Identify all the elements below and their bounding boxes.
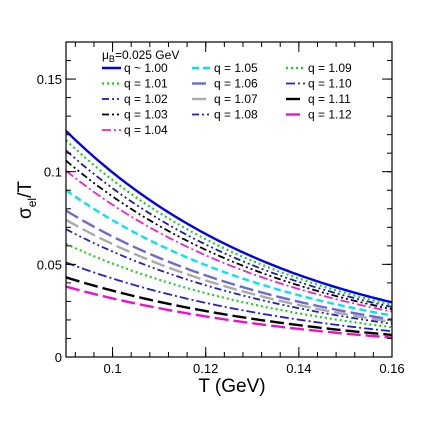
x-tick-label: 0.14 — [286, 361, 311, 376]
legend-label-q-1-06: q = 1.06 — [214, 77, 258, 91]
series-line-q-1-06 — [66, 209, 392, 321]
y-tick-label: 0.1 — [44, 165, 62, 180]
series-line-q-1-02 — [66, 149, 392, 308]
y-tick-label: 0.15 — [37, 72, 62, 87]
y-axis-title-sub: el — [25, 198, 39, 207]
series-line-q-1-12 — [66, 285, 392, 339]
series-line-q-1-01 — [66, 139, 392, 306]
y-tick-label: 0 — [55, 350, 62, 365]
legend-header-sub: B — [109, 54, 115, 64]
series-layer — [66, 130, 392, 339]
x-tick-label: 0.16 — [379, 361, 404, 376]
series-line-q-1-00 — [66, 130, 392, 304]
x-axis-title: T (GeV) — [198, 376, 265, 397]
legend-header-main: μ — [102, 48, 109, 62]
legend-label-q-1-05: q = 1.05 — [214, 61, 258, 75]
y-axis-title-tail: /T — [15, 181, 36, 198]
plot-frame — [65, 41, 393, 358]
series-line-q-1-07 — [66, 218, 392, 323]
series-line-q-1-03 — [66, 159, 392, 311]
x-tick-label: 0.12 — [193, 361, 218, 376]
legend-label-q-1-04: q = 1.04 — [124, 123, 168, 137]
legend: q ~ 1.00 q = 1.01q = 1.02 q = 1.03q = 1.04… — [102, 61, 352, 137]
axes-layer: 0.1 0.12 0.14 0.16 0 0.05 0.1 0.15 — [37, 41, 405, 376]
series-line-q-1-10 — [66, 261, 392, 333]
y-tick-label: 0.05 — [37, 257, 62, 272]
series-line-q-1-08 — [66, 228, 392, 325]
legend-label-q-1-07: q = 1.07 — [214, 92, 258, 106]
y-axis-title: σel/T — [15, 181, 39, 219]
legend-label-q-1-01: q = 1.01 — [124, 77, 168, 91]
legend-label-q-1-08: q = 1.08 — [214, 108, 258, 122]
legend-header-tail: =0.025 GeV — [115, 48, 179, 62]
series-line-q-1-05 — [66, 189, 392, 317]
legend-label-q-1-03: q = 1.03 — [124, 108, 168, 122]
y-axis-title-main: σ — [15, 207, 36, 219]
legend-label-q-1-00: q ~ 1.00 — [124, 61, 168, 75]
legend-header: μB=0.025 GeV — [102, 48, 179, 64]
legend-label-q-1-11: q = 1.11 — [308, 92, 351, 106]
legend-label-q-1-02: q = 1.02 — [124, 92, 168, 106]
x-tick-label: 0.1 — [104, 361, 122, 376]
legend-label-q-1-12: q = 1.12 — [308, 108, 352, 122]
legend-label-q-1-10: q = 1.10 — [308, 77, 352, 91]
series-line-q-1-04 — [66, 170, 392, 313]
legend-label-q-1-09: q = 1.09 — [308, 61, 352, 75]
series-line-q-1-11 — [66, 276, 392, 337]
